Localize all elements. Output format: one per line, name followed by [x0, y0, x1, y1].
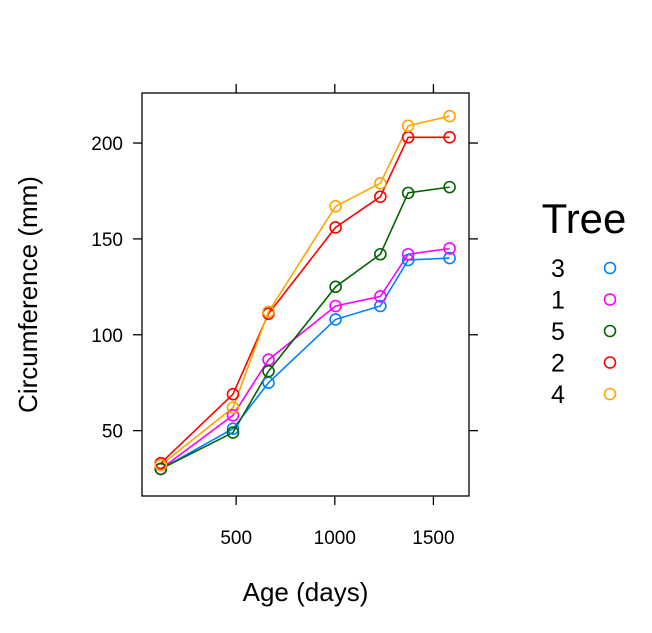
data-point-3-1	[226, 422, 240, 436]
data-point-5-6	[443, 180, 456, 194]
data-point-4-5	[401, 119, 415, 133]
data-point-1-1	[226, 408, 240, 422]
data-point-1-5	[401, 247, 415, 261]
x-axis-title: Age (days)	[243, 577, 369, 607]
series-line-5	[160, 186, 450, 470]
series-line-2	[160, 136, 450, 464]
data-point-4-0	[154, 458, 168, 472]
legend: 3 1 5 2 4	[551, 255, 617, 409]
data-point-2-1	[226, 387, 240, 401]
data-point-4-6	[443, 109, 456, 123]
data-point-5-3	[329, 280, 342, 294]
data-point-1-3	[329, 299, 342, 313]
data-point-5-2	[262, 364, 275, 378]
data-point-4-4	[374, 177, 387, 190]
data-point-5-0	[154, 462, 168, 476]
data-point-2-6	[443, 130, 456, 144]
legend-marker-1	[603, 293, 617, 306]
axis-ticks: 500 1000 1500 50 100 150 200	[91, 84, 478, 549]
plot-panel	[141, 92, 470, 497]
legend-marker-4	[603, 387, 617, 401]
legend-title: Tree	[542, 195, 627, 242]
y-tick-label: 150	[91, 230, 123, 251]
series-points	[154, 109, 456, 476]
data-point-3-6	[443, 251, 456, 265]
data-point-3-4	[374, 299, 387, 313]
series-line-1	[160, 247, 450, 470]
x-tick-label: 1500	[412, 528, 454, 549]
y-tick-label: 50	[102, 422, 123, 443]
y-tick-label: 100	[91, 326, 123, 347]
data-point-3-5	[401, 253, 415, 267]
legend-marker-3	[603, 261, 617, 275]
data-point-1-6	[443, 242, 456, 255]
legend-marker-2	[603, 356, 617, 369]
series-lines	[160, 115, 450, 470]
series-line-4	[160, 115, 450, 466]
y-axis-title: Circumference (mm)	[13, 176, 43, 413]
data-point-4-3	[329, 200, 342, 213]
legend-marker-5	[603, 324, 617, 338]
data-point-5-4	[374, 247, 387, 261]
legend-label-2: 2	[551, 350, 565, 378]
legend-label-5: 5	[551, 318, 565, 346]
data-point-5-1	[226, 426, 240, 439]
legend-label-3: 3	[551, 255, 565, 283]
data-point-4-2	[262, 305, 275, 319]
x-tick-label: 1000	[314, 528, 356, 549]
legend-label-1: 1	[551, 287, 565, 315]
legend-label-4: 4	[551, 381, 565, 409]
data-point-2-4	[374, 190, 387, 204]
x-tick-label: 500	[220, 528, 252, 549]
data-point-3-3	[329, 313, 342, 326]
data-point-2-3	[329, 221, 342, 234]
data-point-4-1	[226, 401, 240, 414]
y-tick-label: 200	[91, 134, 123, 155]
data-point-1-4	[374, 290, 387, 303]
data-point-5-5	[401, 186, 415, 200]
